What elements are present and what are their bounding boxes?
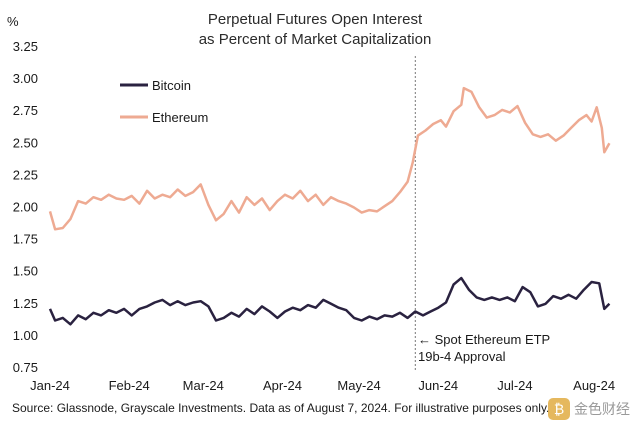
watermark-text: 金色财经 [574, 402, 630, 418]
y-tick-label: 2.25 [13, 167, 38, 182]
series-group [48, 86, 611, 326]
y-tick-label: 3.00 [13, 71, 38, 86]
x-tick-label: Mar-24 [183, 378, 224, 393]
legend: Bitcoin Ethereum [120, 78, 208, 125]
y-tick-label: 2.00 [13, 200, 38, 215]
y-axis-ticks: 3.25 3.00 2.75 2.50 2.25 2.00 1.75 1.50 1.25 1.00… [13, 39, 38, 375]
y-tick-label: 1.25 [13, 296, 38, 311]
annotation-text-line-2: 19b-4 Approval [418, 349, 506, 364]
series-line-bitcoin [48, 276, 611, 326]
x-axis-ticks: Jan-24 Feb-24 Mar-24 Apr-24 May-24 Jun-24 Jul-… [30, 378, 615, 393]
y-tick-label: 3.25 [13, 39, 38, 54]
y-tick-label: 1.75 [13, 232, 38, 247]
x-tick-label: Apr-24 [263, 378, 302, 393]
x-tick-label: Aug-24 [573, 378, 615, 393]
x-tick-label: Feb-24 [109, 378, 150, 393]
x-tick-label: Jun-24 [418, 378, 458, 393]
x-tick-label: Jul-24 [497, 378, 532, 393]
x-tick-label: May-24 [337, 378, 380, 393]
y-tick-label: 1.50 [13, 264, 38, 279]
y-tick-label: 0.75 [13, 360, 38, 375]
watermark: ₿ 金色财经 [548, 398, 630, 420]
x-tick-label: Jan-24 [30, 378, 70, 393]
y-tick-label: 1.00 [13, 328, 38, 343]
y-tick-label: 2.75 [13, 103, 38, 118]
y-tick-label: 2.50 [13, 135, 38, 150]
chart-title-line-1: Perpetual Futures Open Interest [208, 11, 423, 28]
annotation-text-line-1: ← Spot Ethereum ETP [418, 332, 550, 347]
legend-label-ethereum: Ethereum [152, 110, 208, 125]
legend-label-bitcoin: Bitcoin [152, 78, 191, 93]
watermark-logo-icon: ₿ [548, 398, 570, 420]
series-line-ethereum [48, 86, 611, 231]
chart-title-line-2: as Percent of Market Capitalization [199, 31, 432, 48]
source-note: Source: Glassnode, Grayscale Investments… [12, 401, 550, 415]
y-axis-unit: % [7, 14, 19, 29]
